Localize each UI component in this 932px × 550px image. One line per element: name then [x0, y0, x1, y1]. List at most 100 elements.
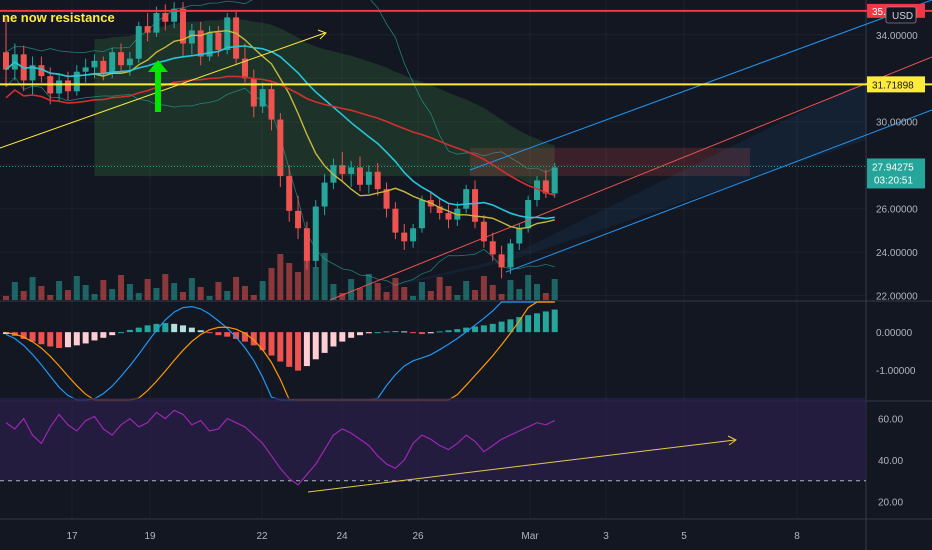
volume-bar	[250, 295, 257, 300]
macd-histogram-bar	[365, 332, 372, 334]
macd-histogram-bar	[109, 332, 116, 336]
volume-bar	[73, 276, 80, 300]
volume-bar	[64, 290, 71, 300]
candle-body	[171, 8, 178, 22]
candle	[498, 245, 505, 279]
macd-histogram-bar	[135, 327, 142, 333]
volume-bar	[259, 281, 266, 300]
candle	[171, 2, 178, 29]
rsi-pane	[0, 397, 866, 493]
volume-bar	[534, 284, 540, 300]
candle	[410, 223, 417, 248]
price-tick-label: 22.00000	[876, 292, 918, 303]
volume-bar	[38, 286, 45, 300]
volume-bar	[188, 278, 195, 300]
candle	[3, 17, 9, 87]
candle	[162, 4, 169, 31]
candle-body	[365, 171, 372, 185]
countdown-tag-text: 03:20:51	[874, 175, 913, 186]
time-tick-label: 17	[66, 531, 78, 542]
candle	[321, 173, 328, 216]
volume-bar	[472, 290, 479, 300]
candle	[303, 221, 310, 270]
macd-histogram-bar	[542, 311, 549, 333]
candle-body	[188, 30, 195, 44]
candle-body	[206, 32, 213, 57]
macd-histogram-bar	[20, 332, 27, 339]
volume-bar	[330, 284, 337, 300]
volume-bar	[197, 287, 204, 300]
candle-body	[180, 8, 186, 44]
candle-body	[507, 243, 514, 268]
candle	[135, 21, 142, 64]
annotation-text: ne now resistance	[2, 10, 115, 25]
candle	[312, 200, 319, 268]
macd-histogram-bar	[233, 332, 240, 339]
candle-body	[303, 228, 310, 261]
candle-body	[56, 80, 63, 94]
candle	[144, 13, 151, 42]
candle-body	[73, 71, 80, 92]
macd-histogram-bar	[259, 332, 266, 351]
candle	[233, 10, 240, 66]
volume-bar	[268, 268, 275, 300]
volume-bar	[118, 275, 125, 300]
volume-bar	[206, 296, 213, 300]
macd-histogram-bar	[197, 330, 204, 333]
candle-body	[392, 208, 399, 233]
macd-histogram-bar	[472, 326, 479, 333]
volume-bar	[277, 254, 284, 300]
price-tick-label: 30.00000	[876, 118, 918, 129]
volume-bar	[153, 288, 160, 300]
candle-body	[241, 58, 248, 79]
rsi-tick-label: 60.00	[878, 415, 903, 426]
candle-body	[348, 167, 355, 174]
macd-histogram-bar	[162, 323, 169, 333]
volume-bar	[357, 288, 363, 300]
volume-bar	[427, 291, 434, 300]
candle	[241, 43, 248, 83]
volume-bar	[47, 295, 54, 300]
volume-bar	[135, 293, 142, 300]
candle	[357, 156, 363, 192]
macd-histogram-bar	[29, 332, 36, 342]
price-tick-label: 34.00000	[876, 31, 918, 42]
current-price-tag	[867, 158, 925, 189]
candle-body	[410, 228, 417, 242]
volume-bar	[312, 267, 319, 300]
resistance-price-tag	[867, 76, 925, 93]
price-tick-label: 26.00000	[876, 205, 918, 216]
volume-bar	[339, 293, 346, 300]
time-tick-label: 26	[412, 531, 424, 542]
candle	[197, 21, 204, 66]
volume-bar	[383, 292, 390, 300]
candle-body	[295, 210, 302, 229]
macd-histogram-bar	[427, 332, 434, 334]
macd-histogram-bar	[241, 332, 248, 342]
time-tick-label: 3	[603, 531, 609, 542]
volume-bar	[303, 258, 310, 300]
candle	[295, 195, 302, 240]
time-tick-label: 22	[256, 531, 268, 542]
macd-tick-label: -1.00000	[876, 366, 916, 377]
candle	[82, 58, 89, 83]
macd-histogram-bar	[348, 332, 355, 338]
time-tick-label: 24	[336, 531, 348, 542]
currency-button[interactable]: USD	[885, 6, 917, 24]
candle-body	[551, 167, 558, 194]
macd-histogram-bar	[38, 332, 45, 345]
candle	[348, 160, 355, 187]
macd-histogram-bar	[454, 329, 461, 333]
volume-bar	[100, 280, 107, 300]
candle	[259, 82, 266, 114]
candle-body	[480, 221, 487, 242]
candle-body	[472, 189, 479, 222]
macd-histogram-bar	[374, 332, 381, 334]
rsi-trend-line	[307, 439, 736, 493]
time-tick-label: 19	[144, 531, 156, 542]
macd-histogram-bar	[100, 332, 107, 338]
macd-histogram-bar	[321, 332, 328, 353]
candle-body	[498, 254, 505, 268]
volume-bar	[109, 289, 116, 300]
volume-bar	[551, 279, 558, 300]
